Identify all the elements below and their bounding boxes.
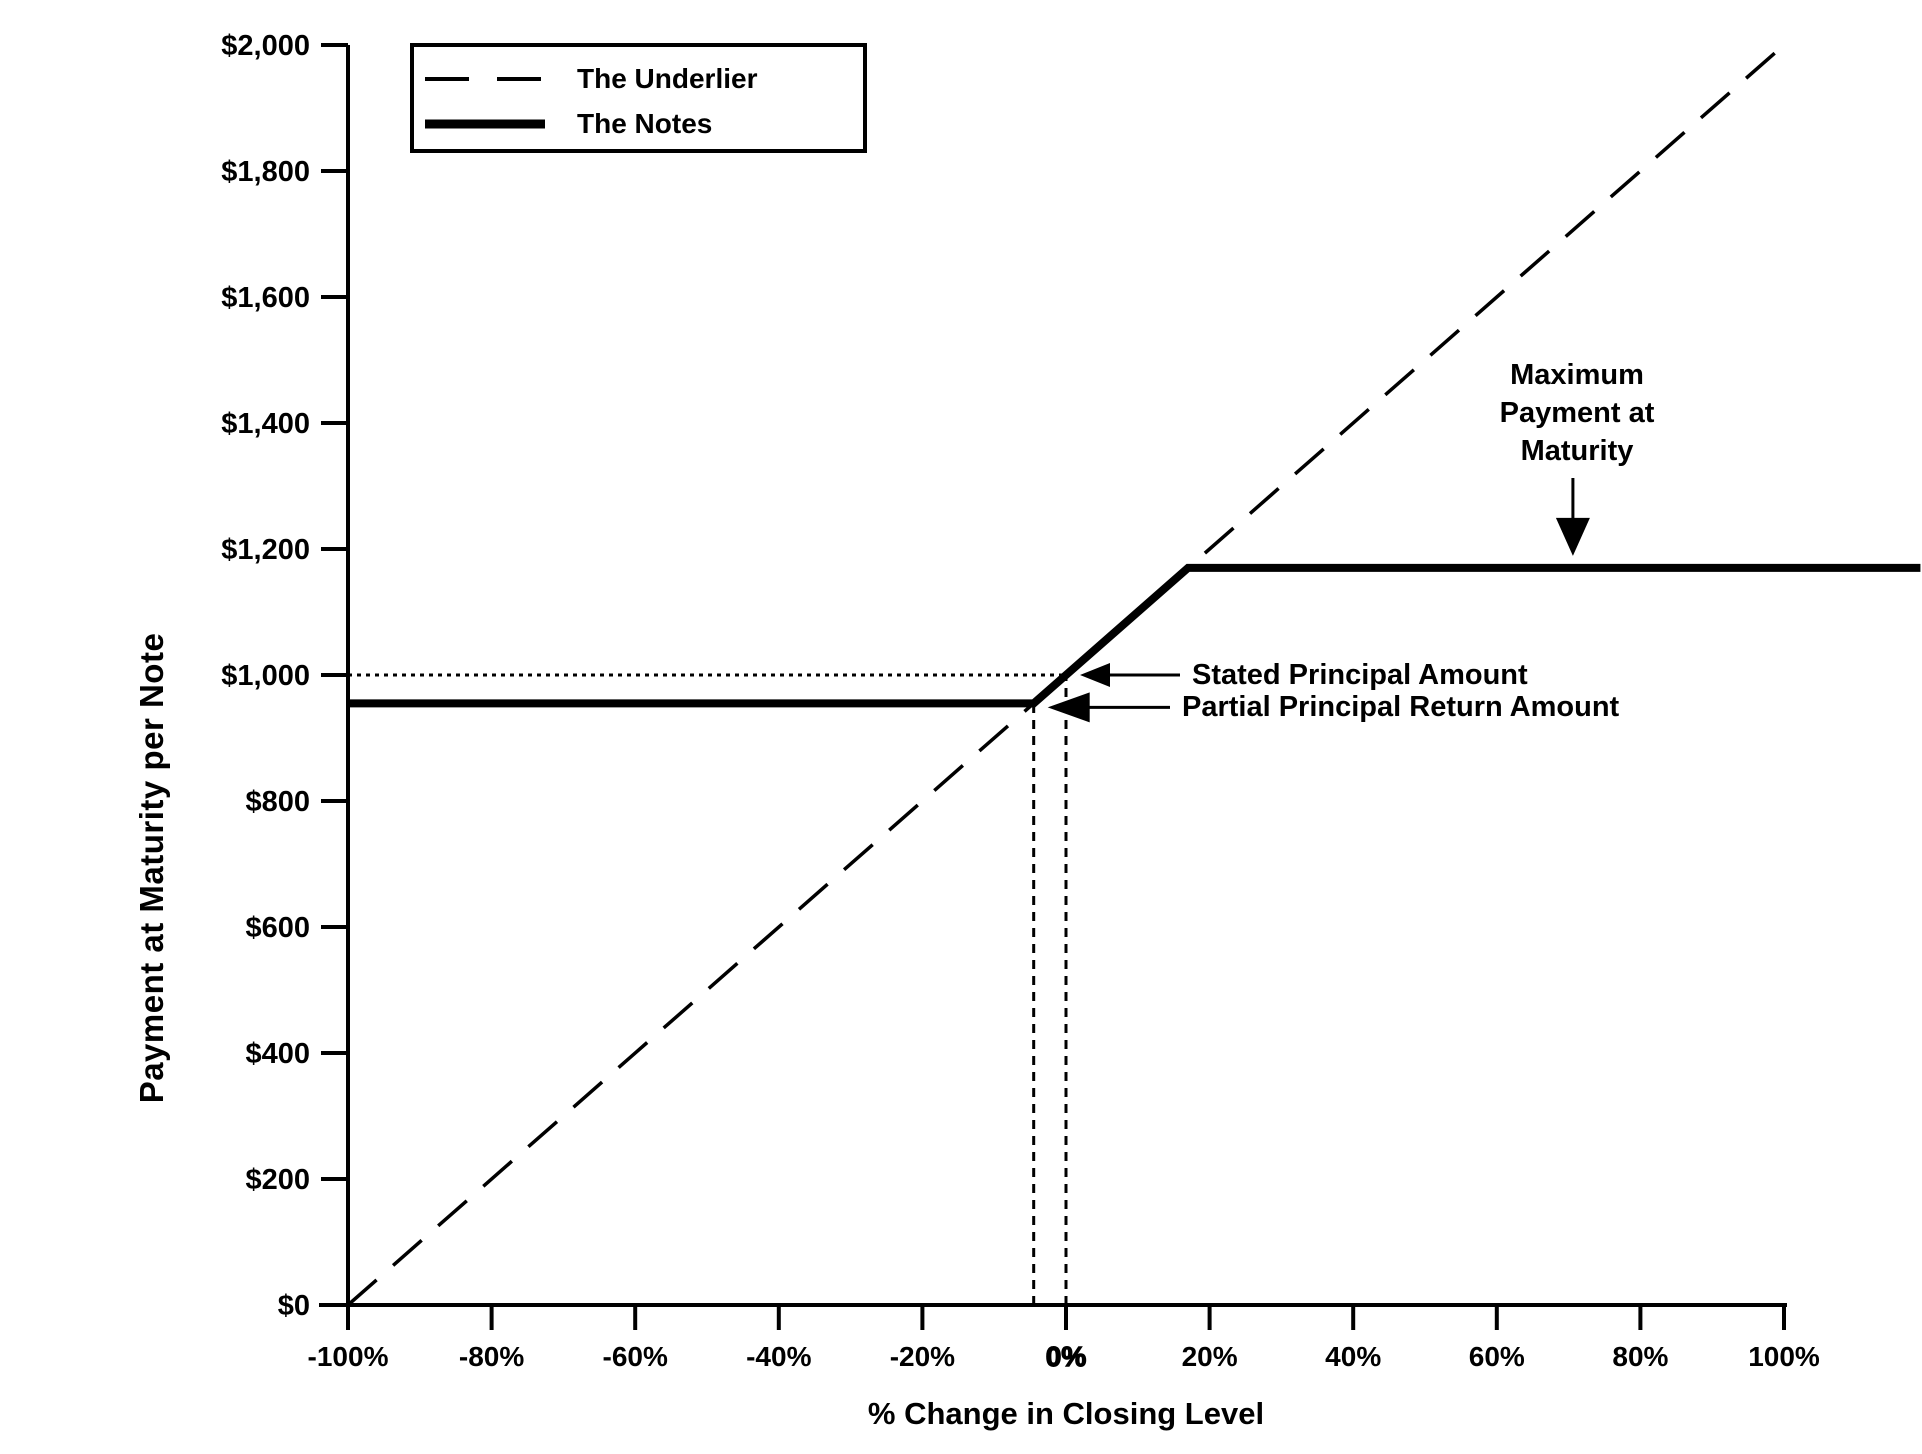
x-tick-label: -60%: [603, 1341, 668, 1372]
dashed-line-sample-icon: [425, 76, 545, 81]
legend-item-underlier: The Underlier: [414, 56, 863, 101]
x-tick-label: 100%: [1748, 1341, 1820, 1372]
stated-principal-annotation: Stated Principal Amount: [1192, 659, 1528, 691]
x-axis-title: % Change in Closing Level: [867, 1396, 1265, 1431]
max-arrow-head-icon: [1555, 517, 1590, 556]
x-tick-label: -100%: [308, 1341, 389, 1372]
x-tick-label: -80%: [459, 1341, 524, 1372]
y-tick-label: $2,000: [221, 30, 310, 62]
legend-item-notes: The Notes: [414, 101, 863, 146]
x-tick-label: 20%: [1182, 1341, 1238, 1372]
x-tick-label: -40%: [746, 1341, 811, 1372]
underlier-line: [346, 43, 1786, 1307]
thick-line-sample-icon: [425, 119, 545, 128]
legend-box: The Underlier The Notes: [410, 43, 867, 153]
partial-principal-annotation: Partial Principal Return Amount: [1182, 691, 1620, 723]
y-tick-label: $0: [278, 1290, 310, 1322]
y-tick-label: $800: [245, 786, 310, 818]
y-tick-label: $1,400: [221, 408, 310, 440]
y-tick-label: $200: [245, 1164, 310, 1196]
y-tick-label: $1,000: [221, 660, 310, 692]
y-tick-label: $1,600: [221, 282, 310, 314]
notes-line: [348, 563, 1921, 708]
max-payment-annotation: Maximum Payment at Maturity: [1499, 359, 1655, 467]
legend-label-underlier: The Underlier: [577, 62, 758, 94]
y-tick-label: $600: [245, 912, 310, 944]
partial-arrow-head-icon: [1047, 692, 1090, 723]
y-tick-label: $1,800: [221, 156, 310, 188]
y-tick-label: $1,200: [221, 534, 310, 566]
stated-arrow-head-icon: [1080, 663, 1110, 687]
x-tick-label: -20%: [890, 1341, 955, 1372]
legend-label-notes: The Notes: [577, 107, 713, 139]
x-tick-label: 80%: [1612, 1341, 1668, 1372]
y-axis-title: Payment at Maturity per Note: [133, 632, 170, 1104]
y-tick-label: $400: [245, 1038, 310, 1070]
x-tick-label: 60%: [1469, 1341, 1525, 1372]
x-tick-label: 0%: [1046, 1341, 1087, 1372]
x-tick-label: 40%: [1325, 1341, 1381, 1372]
